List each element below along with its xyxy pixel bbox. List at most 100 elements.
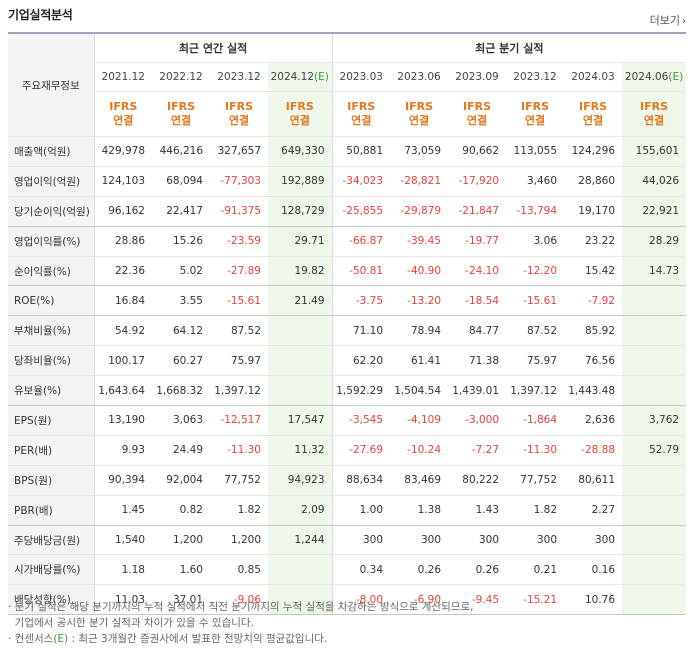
table-cell: 75.97 bbox=[506, 345, 565, 377]
basis-header: IFRS 연결 bbox=[268, 91, 333, 137]
table-cell: 80,611 bbox=[564, 465, 623, 496]
table-cell: 60.27 bbox=[152, 345, 210, 377]
annual-group-header: 최근 연간 실적 bbox=[94, 32, 333, 63]
table-cell: -40.90 bbox=[390, 256, 449, 287]
row-label: 유보율(%) bbox=[8, 375, 95, 407]
table-cell: -50.81 bbox=[331, 256, 391, 287]
table-cell: 124,296 bbox=[564, 136, 623, 167]
basis-header: IFRS 연결 bbox=[210, 91, 268, 137]
table-row: 매출액(억원) 429,978 446,216 327,657 649,330 50,88… bbox=[8, 136, 687, 167]
table-cell: 54.92 bbox=[94, 315, 152, 347]
table-row: BPS(원) 90,394 92,004 77,752 94,923 88,634 83,4… bbox=[8, 465, 687, 496]
table-row: 주당배당금(원) 1,540 1,200 1,200 1,244 300 300 300 300… bbox=[8, 525, 687, 556]
table-cell: 75.97 bbox=[210, 345, 268, 377]
row-label: PBR(배) bbox=[8, 495, 95, 526]
table-cell: 22,417 bbox=[152, 196, 210, 227]
table-cell bbox=[622, 285, 687, 317]
table-cell: 1.45 bbox=[94, 495, 152, 526]
table-cell: -7.92 bbox=[564, 285, 623, 317]
period-header: 2024.03 bbox=[564, 62, 623, 92]
table-cell: 300 bbox=[448, 525, 507, 556]
table-cell: 1,540 bbox=[94, 525, 152, 556]
basis-standard: IFRS bbox=[285, 100, 314, 113]
table-cell: 1.43 bbox=[448, 495, 507, 526]
basis-header: IFRS 연결 bbox=[331, 91, 391, 137]
more-link[interactable]: 더보기 › bbox=[650, 12, 686, 28]
table-cell: 2.27 bbox=[564, 495, 623, 526]
table-cell: 71.10 bbox=[331, 315, 391, 347]
table-cell: -15.21 bbox=[506, 584, 565, 616]
table-cell: 1.38 bbox=[390, 495, 449, 526]
table-cell: 0.26 bbox=[448, 554, 507, 586]
table-cell: 113,055 bbox=[506, 136, 565, 167]
row-label: BPS(원) bbox=[8, 465, 95, 496]
period-header: 2024.12(E) bbox=[268, 62, 333, 92]
table-cell: -3.75 bbox=[331, 285, 391, 317]
table-cell: 92,004 bbox=[152, 465, 210, 496]
period-header: 2023.09 bbox=[448, 62, 507, 92]
basis-header: IFRS 연결 bbox=[448, 91, 507, 137]
table-cell: -34,023 bbox=[331, 166, 391, 197]
table-cell: 300 bbox=[564, 525, 623, 556]
basis-consolidation: 연결 bbox=[113, 114, 134, 127]
table-row: 순이익률(%) 22.36 5.02 -27.89 19.82 -50.81 -40.90-… bbox=[8, 256, 687, 287]
table-cell bbox=[622, 315, 687, 347]
table-cell: 155,601 bbox=[622, 136, 687, 167]
table-cell: -19.77 bbox=[448, 226, 507, 257]
table-cell: 14.73 bbox=[622, 256, 687, 287]
table-cell: -25,855 bbox=[331, 196, 391, 227]
table-cell: -7.27 bbox=[448, 435, 507, 466]
row-label: 영업이익(억원) bbox=[8, 166, 95, 197]
table-cell: -8.00 bbox=[331, 584, 391, 616]
row-label: 배당성향(%) bbox=[8, 584, 95, 616]
table-cell: 77,752 bbox=[506, 465, 565, 496]
period-header: 2022.12 bbox=[152, 62, 210, 92]
row-label: 영업이익률(%) bbox=[8, 226, 95, 257]
table-row: 부채비율(%) 54.92 64.12 87.52 71.10 78.94 84.77 87.… bbox=[8, 315, 687, 347]
basis-standard: IFRS bbox=[521, 100, 550, 113]
row-label: 당좌비율(%) bbox=[8, 345, 95, 377]
table-cell: 88,634 bbox=[331, 465, 391, 496]
table-cell: 3.06 bbox=[506, 226, 565, 257]
row-label: ROE(%) bbox=[8, 285, 95, 317]
table-cell: 0.85 bbox=[210, 554, 268, 586]
table-cell: 28.86 bbox=[94, 226, 152, 257]
table-cell: 300 bbox=[331, 525, 391, 556]
table-cell: 87.52 bbox=[210, 315, 268, 347]
row-label: 당기순이익(억원) bbox=[8, 196, 95, 227]
table-cell: -3,000 bbox=[448, 405, 507, 436]
table-row: 영업이익(억원) 124,103 68,094 -77,303 192,889 -34,0… bbox=[8, 166, 687, 197]
row-label: PER(배) bbox=[8, 435, 95, 466]
table-cell: -91,375 bbox=[210, 196, 268, 227]
estimate-marker: (E) bbox=[668, 71, 684, 83]
basis-header: IFRS 연결 bbox=[564, 91, 623, 137]
table-cell: -1,864 bbox=[506, 405, 565, 436]
table-cell: 128,729 bbox=[268, 196, 333, 227]
table-cell: 11.03 bbox=[94, 584, 152, 616]
table-cell bbox=[622, 465, 687, 496]
period-header: 2021.12 bbox=[94, 62, 152, 92]
table-cell: 1.60 bbox=[152, 554, 210, 586]
basis-consolidation: 연결 bbox=[643, 114, 665, 127]
row-label: 매출액(억원) bbox=[8, 136, 95, 167]
table-cell: 77,752 bbox=[210, 465, 268, 496]
table-cell: 100.17 bbox=[94, 345, 152, 377]
footnote-line: · 컨센서스(E) : 최근 3개월간 증권사에서 발표한 전망치의 평균값입니… bbox=[8, 633, 328, 645]
table-cell: -11.30 bbox=[506, 435, 565, 466]
table-cell: -10.24 bbox=[390, 435, 449, 466]
table-cell: 446,216 bbox=[152, 136, 210, 167]
section-title: 기업실적분석 bbox=[8, 8, 73, 22]
table-cell: -28,821 bbox=[390, 166, 449, 197]
table-cell: -18.54 bbox=[448, 285, 507, 317]
footnote-line: · 분기 실적은 해당 분기까지의 누적 실적에서 직전 분기까지의 누적 실적… bbox=[8, 601, 474, 613]
table-cell: 83,469 bbox=[390, 465, 449, 496]
row-label: 시가배당률(%) bbox=[8, 554, 95, 586]
table-cell: 1,643.64 bbox=[94, 375, 152, 407]
table-cell: 64.12 bbox=[152, 315, 210, 347]
table-cell: 1,443.48 bbox=[564, 375, 623, 407]
table-cell: 52.79 bbox=[622, 435, 687, 466]
table-cell: -4,109 bbox=[390, 405, 449, 436]
table-cell: 61.41 bbox=[390, 345, 449, 377]
table-cell: 78.94 bbox=[390, 315, 449, 347]
